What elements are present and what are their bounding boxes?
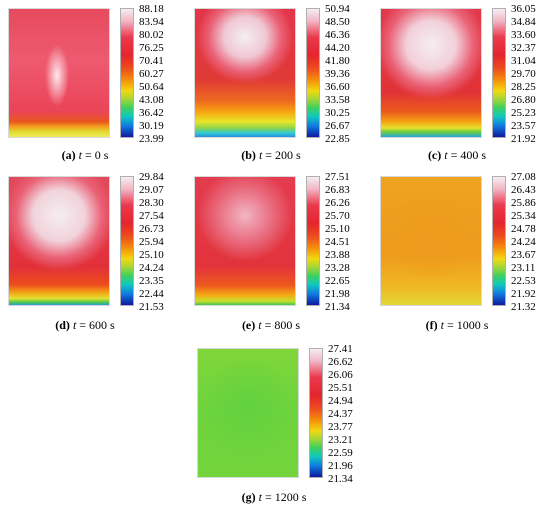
scale-tick: 27.51 xyxy=(325,171,350,183)
scale-tick: 83.94 xyxy=(139,16,164,28)
thermal-image-g xyxy=(197,348,299,478)
scale-tick: 41.80 xyxy=(325,55,350,67)
thermal-image-e xyxy=(194,176,296,306)
scale-tick: 24.24 xyxy=(511,236,536,248)
thermal-image-d xyxy=(8,176,110,306)
scale-tick: 21.98 xyxy=(325,288,350,300)
scale-tick: 21.53 xyxy=(139,301,164,313)
scale-tick: 29.07 xyxy=(139,184,164,196)
scale-tick: 25.70 xyxy=(325,210,350,222)
scale-tick: 21.96 xyxy=(328,460,353,472)
scale-tick: 23.57 xyxy=(511,120,536,132)
scale-tick: 32.37 xyxy=(511,42,536,54)
scale-tick: 31.04 xyxy=(511,55,536,67)
scale-tick: 21.34 xyxy=(325,301,350,313)
scale-tick: 23.28 xyxy=(325,262,350,274)
color-scale-bar-g xyxy=(309,348,323,478)
scale-tick: 24.78 xyxy=(511,223,536,235)
color-scale-bar-f xyxy=(492,176,506,306)
scale-tick: 26.62 xyxy=(328,356,353,368)
scale-tick: 21.92 xyxy=(511,133,536,145)
scale-tick: 22.85 xyxy=(325,133,350,145)
scale-tick: 23.99 xyxy=(139,133,164,145)
color-scale-bar-b xyxy=(306,8,320,138)
color-scale-bar-a xyxy=(120,8,134,138)
caption-a: (a) t = 0 s xyxy=(61,148,109,162)
scale-tick: 30.19 xyxy=(139,120,164,132)
scale-tick: 25.86 xyxy=(511,197,536,209)
scale-tick: 22.65 xyxy=(325,275,350,287)
scale-tick: 29.84 xyxy=(139,171,164,183)
scale-tick: 25.94 xyxy=(139,236,164,248)
thermal-image-a xyxy=(8,8,110,138)
scale-tick: 39.36 xyxy=(325,68,350,80)
color-scale-bar-c xyxy=(492,8,506,138)
scale-tick: 26.83 xyxy=(325,184,350,196)
scale-tick: 26.80 xyxy=(511,94,536,106)
scale-tick: 24.51 xyxy=(325,236,350,248)
scale-tick: 25.34 xyxy=(511,210,536,222)
scale-tick: 27.08 xyxy=(511,171,536,183)
scale-tick: 24.37 xyxy=(328,408,353,420)
scale-tick: 23.11 xyxy=(511,262,536,274)
thermal-image-f xyxy=(380,176,482,306)
color-scale-bar-d xyxy=(120,176,134,306)
scale-tick: 60.27 xyxy=(139,68,164,80)
scale-tick: 22.59 xyxy=(328,447,353,459)
scale-tick: 50.64 xyxy=(139,81,164,93)
scale-tick: 30.25 xyxy=(325,107,350,119)
thermal-image-b xyxy=(194,8,296,138)
color-scale-bar-e xyxy=(306,176,320,306)
scale-tick: 26.67 xyxy=(325,120,350,132)
scale-tick: 50.94 xyxy=(325,3,350,15)
scale-tick: 48.50 xyxy=(325,16,350,28)
scale-tick: 23.88 xyxy=(325,249,350,261)
thermal-image-c xyxy=(380,8,482,138)
scale-tick: 34.84 xyxy=(511,16,536,28)
caption-g: (g) t = 1200 s xyxy=(241,490,307,504)
scale-tick: 70.41 xyxy=(139,55,164,67)
scale-tick: 27.54 xyxy=(139,210,164,222)
scale-tick: 28.30 xyxy=(139,197,164,209)
scale-tick: 23.77 xyxy=(328,421,353,433)
scale-tick: 33.58 xyxy=(325,94,350,106)
scale-tick: 21.34 xyxy=(328,473,353,485)
scale-tick: 21.32 xyxy=(511,301,536,313)
scale-tick: 46.36 xyxy=(325,29,350,41)
scale-tick: 25.51 xyxy=(328,382,353,394)
scale-tick: 33.60 xyxy=(511,29,536,41)
scale-tick: 27.41 xyxy=(328,343,353,355)
caption-e: (e) t = 800 s xyxy=(241,318,301,332)
scale-tick: 26.26 xyxy=(325,197,350,209)
scale-tick: 22.53 xyxy=(511,275,536,287)
caption-d: (d) t = 600 s xyxy=(55,318,115,332)
scale-tick: 26.06 xyxy=(328,369,353,381)
scale-tick: 21.92 xyxy=(511,288,536,300)
scale-tick: 26.43 xyxy=(511,184,536,196)
scale-tick: 23.35 xyxy=(139,275,164,287)
scale-tick: 88.18 xyxy=(139,3,164,15)
scale-tick: 23.67 xyxy=(511,249,536,261)
scale-tick: 24.24 xyxy=(139,262,164,274)
scale-tick: 24.94 xyxy=(328,395,353,407)
caption-c: (c) t = 400 s xyxy=(427,148,487,162)
caption-b: (b) t = 200 s xyxy=(241,148,301,162)
scale-tick: 36.42 xyxy=(139,107,164,119)
scale-tick: 36.60 xyxy=(325,81,350,93)
scale-tick: 80.02 xyxy=(139,29,164,41)
scale-tick: 36.05 xyxy=(511,3,536,15)
scale-tick: 28.25 xyxy=(511,81,536,93)
scale-tick: 25.23 xyxy=(511,107,536,119)
scale-tick: 25.10 xyxy=(325,223,350,235)
scale-tick: 25.10 xyxy=(139,249,164,261)
scale-tick: 22.44 xyxy=(139,288,164,300)
scale-tick: 43.08 xyxy=(139,94,164,106)
scale-tick: 29.70 xyxy=(511,68,536,80)
caption-f: (f) t = 1000 s xyxy=(425,318,489,332)
scale-tick: 23.21 xyxy=(328,434,353,446)
scale-tick: 26.73 xyxy=(139,223,164,235)
scale-tick: 44.20 xyxy=(325,42,350,54)
scale-tick: 76.25 xyxy=(139,42,164,54)
